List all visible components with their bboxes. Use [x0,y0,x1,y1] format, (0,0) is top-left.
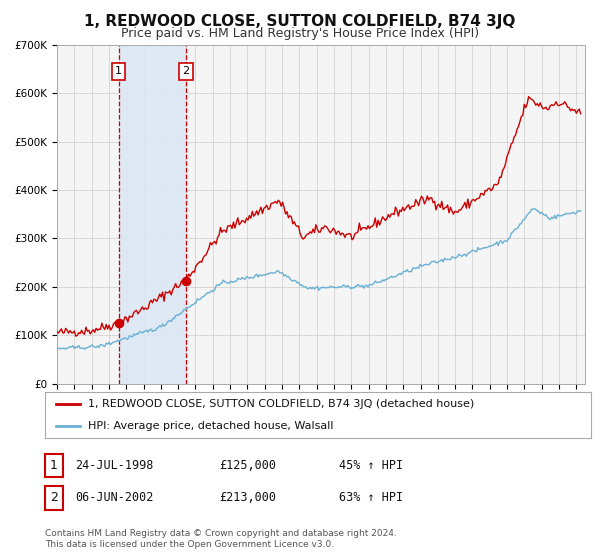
Text: Contains HM Land Registry data © Crown copyright and database right 2024.: Contains HM Land Registry data © Crown c… [45,529,397,538]
Text: 1: 1 [115,67,122,76]
Text: 63% ↑ HPI: 63% ↑ HPI [339,491,403,505]
Text: 1: 1 [50,459,58,472]
Text: This data is licensed under the Open Government Licence v3.0.: This data is licensed under the Open Gov… [45,540,334,549]
Text: 24-JUL-1998: 24-JUL-1998 [75,459,154,472]
Bar [119,45,185,384]
Text: 1, REDWOOD CLOSE, SUTTON COLDFIELD, B74 3JQ: 1, REDWOOD CLOSE, SUTTON COLDFIELD, B74 … [85,14,515,29]
Text: 06-JUN-2002: 06-JUN-2002 [75,491,154,505]
Text: £213,000: £213,000 [219,491,276,505]
Text: Price paid vs. HM Land Registry's House Price Index (HPI): Price paid vs. HM Land Registry's House … [121,27,479,40]
Text: HPI: Average price, detached house, Walsall: HPI: Average price, detached house, Wals… [88,421,333,431]
Text: £125,000: £125,000 [219,459,276,472]
Text: 2: 2 [50,491,58,505]
Text: 2: 2 [182,67,189,76]
Text: 45% ↑ HPI: 45% ↑ HPI [339,459,403,472]
Text: 1, REDWOOD CLOSE, SUTTON COLDFIELD, B74 3JQ (detached house): 1, REDWOOD CLOSE, SUTTON COLDFIELD, B74 … [88,399,474,409]
